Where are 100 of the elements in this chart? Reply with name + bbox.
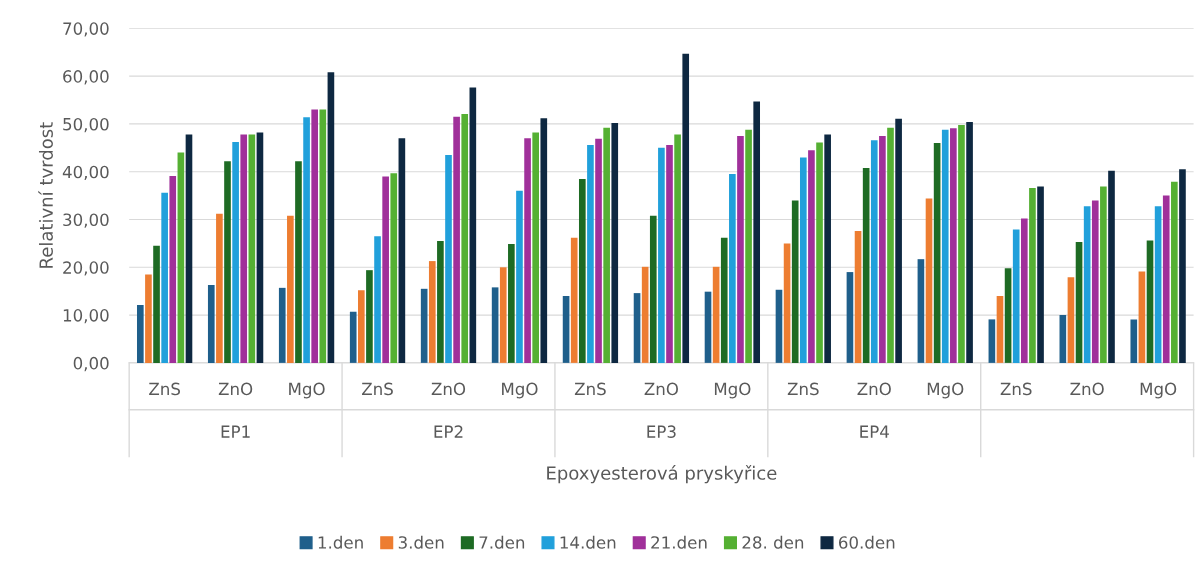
x-tick-label: ZnO [644,382,678,396]
x-axis-title: Epoxyesterová pryskyřice [547,465,777,484]
bar [641,266,649,363]
bar [398,138,406,363]
bar [799,157,807,363]
bar [870,140,878,363]
bar [862,167,870,363]
bar [278,287,286,363]
bar [846,272,854,363]
x-tick-label: ZnS [574,382,606,396]
y-tick-label: 70,00 [63,22,109,37]
bar [1154,206,1162,363]
bar [532,132,540,363]
bar [136,305,144,363]
bar [791,200,799,363]
bar [295,161,302,363]
y-axis-title: Relativní tvrdost [38,122,53,268]
bar [1012,229,1020,363]
bar [562,295,570,363]
legend-label: 7.den [479,535,525,549]
bar [1162,195,1170,363]
bar [603,127,610,363]
bar [633,293,641,363]
bar [1037,186,1044,363]
bar [674,134,681,363]
bar [996,295,1004,363]
bar [854,230,862,363]
bar [248,134,256,363]
bar [169,176,177,363]
y-tick-label: 20,00 [63,261,109,276]
bar [1171,181,1178,363]
y-tick-label: 0,00 [73,356,109,372]
bar [1029,187,1036,363]
bar [445,154,452,363]
x-tick-label: ZnS [1000,382,1032,396]
bar [958,124,965,363]
text: EP3 [647,425,676,438]
x-tick-label: ZnS [787,382,819,396]
y-tick-label: 30,00 [63,213,109,228]
legend-label: 14.den [560,535,616,549]
bar [499,267,507,363]
bar [540,118,548,363]
bar [595,138,602,363]
bar [161,192,168,363]
bar [508,243,515,363]
bar [207,284,215,363]
bar [611,122,619,363]
y-tick-label: 40,00 [62,165,109,180]
bar [753,101,761,363]
bar [1067,277,1075,363]
bar [682,53,690,363]
bar [941,129,949,363]
bar [816,142,823,363]
bar [578,178,586,363]
bar [256,132,264,363]
bar [737,135,744,363]
y-tick-label: 60,00 [63,70,109,85]
bar [1146,240,1154,363]
legend-label: 1.den [318,535,363,549]
bar [950,128,957,363]
text: EP2 [434,425,463,438]
bar [240,134,248,363]
bar [887,127,894,363]
bar [879,135,886,363]
bar [216,213,223,363]
bar [570,237,578,363]
bar [808,150,815,363]
bar [1020,218,1028,363]
x-tick-label: MgO [714,382,751,399]
legend-label: 28. den [742,535,804,549]
bar [524,138,531,363]
text: EP4 [860,425,889,438]
bar [729,174,736,363]
bar [145,274,152,363]
bar [1059,315,1067,363]
x-tick-label: MgO [927,382,964,399]
bar [1091,200,1099,363]
bar [1100,186,1107,363]
bar [311,109,319,363]
bar [587,144,594,363]
bar [366,270,373,363]
bar [349,311,357,363]
bar [783,243,791,363]
bar [712,266,720,363]
bar [428,261,436,363]
text: EP1 [221,425,250,438]
bar [895,118,902,363]
y-tick-label: 10,00 [63,309,109,324]
y-tick-label: 50,00 [63,117,109,133]
bar [437,241,444,363]
bar [382,176,389,363]
bar [420,288,428,363]
bar [491,287,499,363]
bar [658,147,665,363]
x-tick-label: MgO [502,382,538,399]
legend-label: 3.den [398,535,444,549]
x-tick-label: ZnO [218,382,253,396]
legend-label: 60.den [839,535,895,549]
bar [516,190,523,363]
x-tick-label: ZnO [857,382,891,396]
